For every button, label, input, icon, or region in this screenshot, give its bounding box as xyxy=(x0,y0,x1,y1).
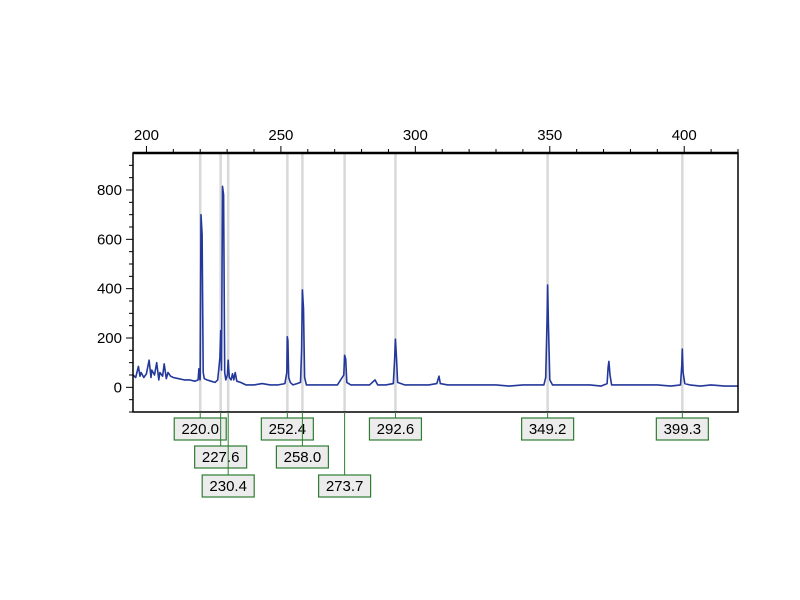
axes-layer: 200 250 300 350 400 0 200 400 600 800 xyxy=(97,127,739,413)
peak-label: 399.3 xyxy=(664,421,702,438)
peak-label: 227.6 xyxy=(202,449,240,466)
x-tick-label: 400 xyxy=(672,127,697,144)
peak-label-box xyxy=(318,474,372,498)
x-tick-label: 300 xyxy=(403,127,428,144)
y-tick-label: 200 xyxy=(97,330,122,347)
peak-label: 349.2 xyxy=(529,421,567,438)
peak-label-box xyxy=(260,417,314,441)
series-trace-line xyxy=(132,185,738,387)
x-tick-label: 200 xyxy=(134,127,159,144)
x-tick-label: 250 xyxy=(268,127,293,144)
y-tick-label: 600 xyxy=(97,231,122,248)
peak-label: 273.7 xyxy=(326,478,364,495)
peak-label-box xyxy=(521,417,575,441)
y-tick-label: 0 xyxy=(114,379,122,396)
peak-label-box xyxy=(655,417,709,441)
peak-label: 292.6 xyxy=(377,421,415,438)
peak-label: 220.0 xyxy=(181,421,219,438)
peak-label: 258.0 xyxy=(284,449,322,466)
peak-marker-lines xyxy=(198,153,684,412)
peak-label: 252.4 xyxy=(269,421,307,438)
peak-label: 230.4 xyxy=(209,478,247,495)
x-tick-label: 350 xyxy=(537,127,562,144)
peak-label-box xyxy=(368,417,423,441)
peak-label-box xyxy=(173,417,227,441)
peak-label-box xyxy=(201,474,255,498)
y-tick-label: 800 xyxy=(97,182,122,199)
peak-label-box xyxy=(194,445,248,469)
y-tick-label: 400 xyxy=(97,281,122,298)
peak-label-box xyxy=(275,445,329,469)
trace-layer xyxy=(132,185,738,387)
